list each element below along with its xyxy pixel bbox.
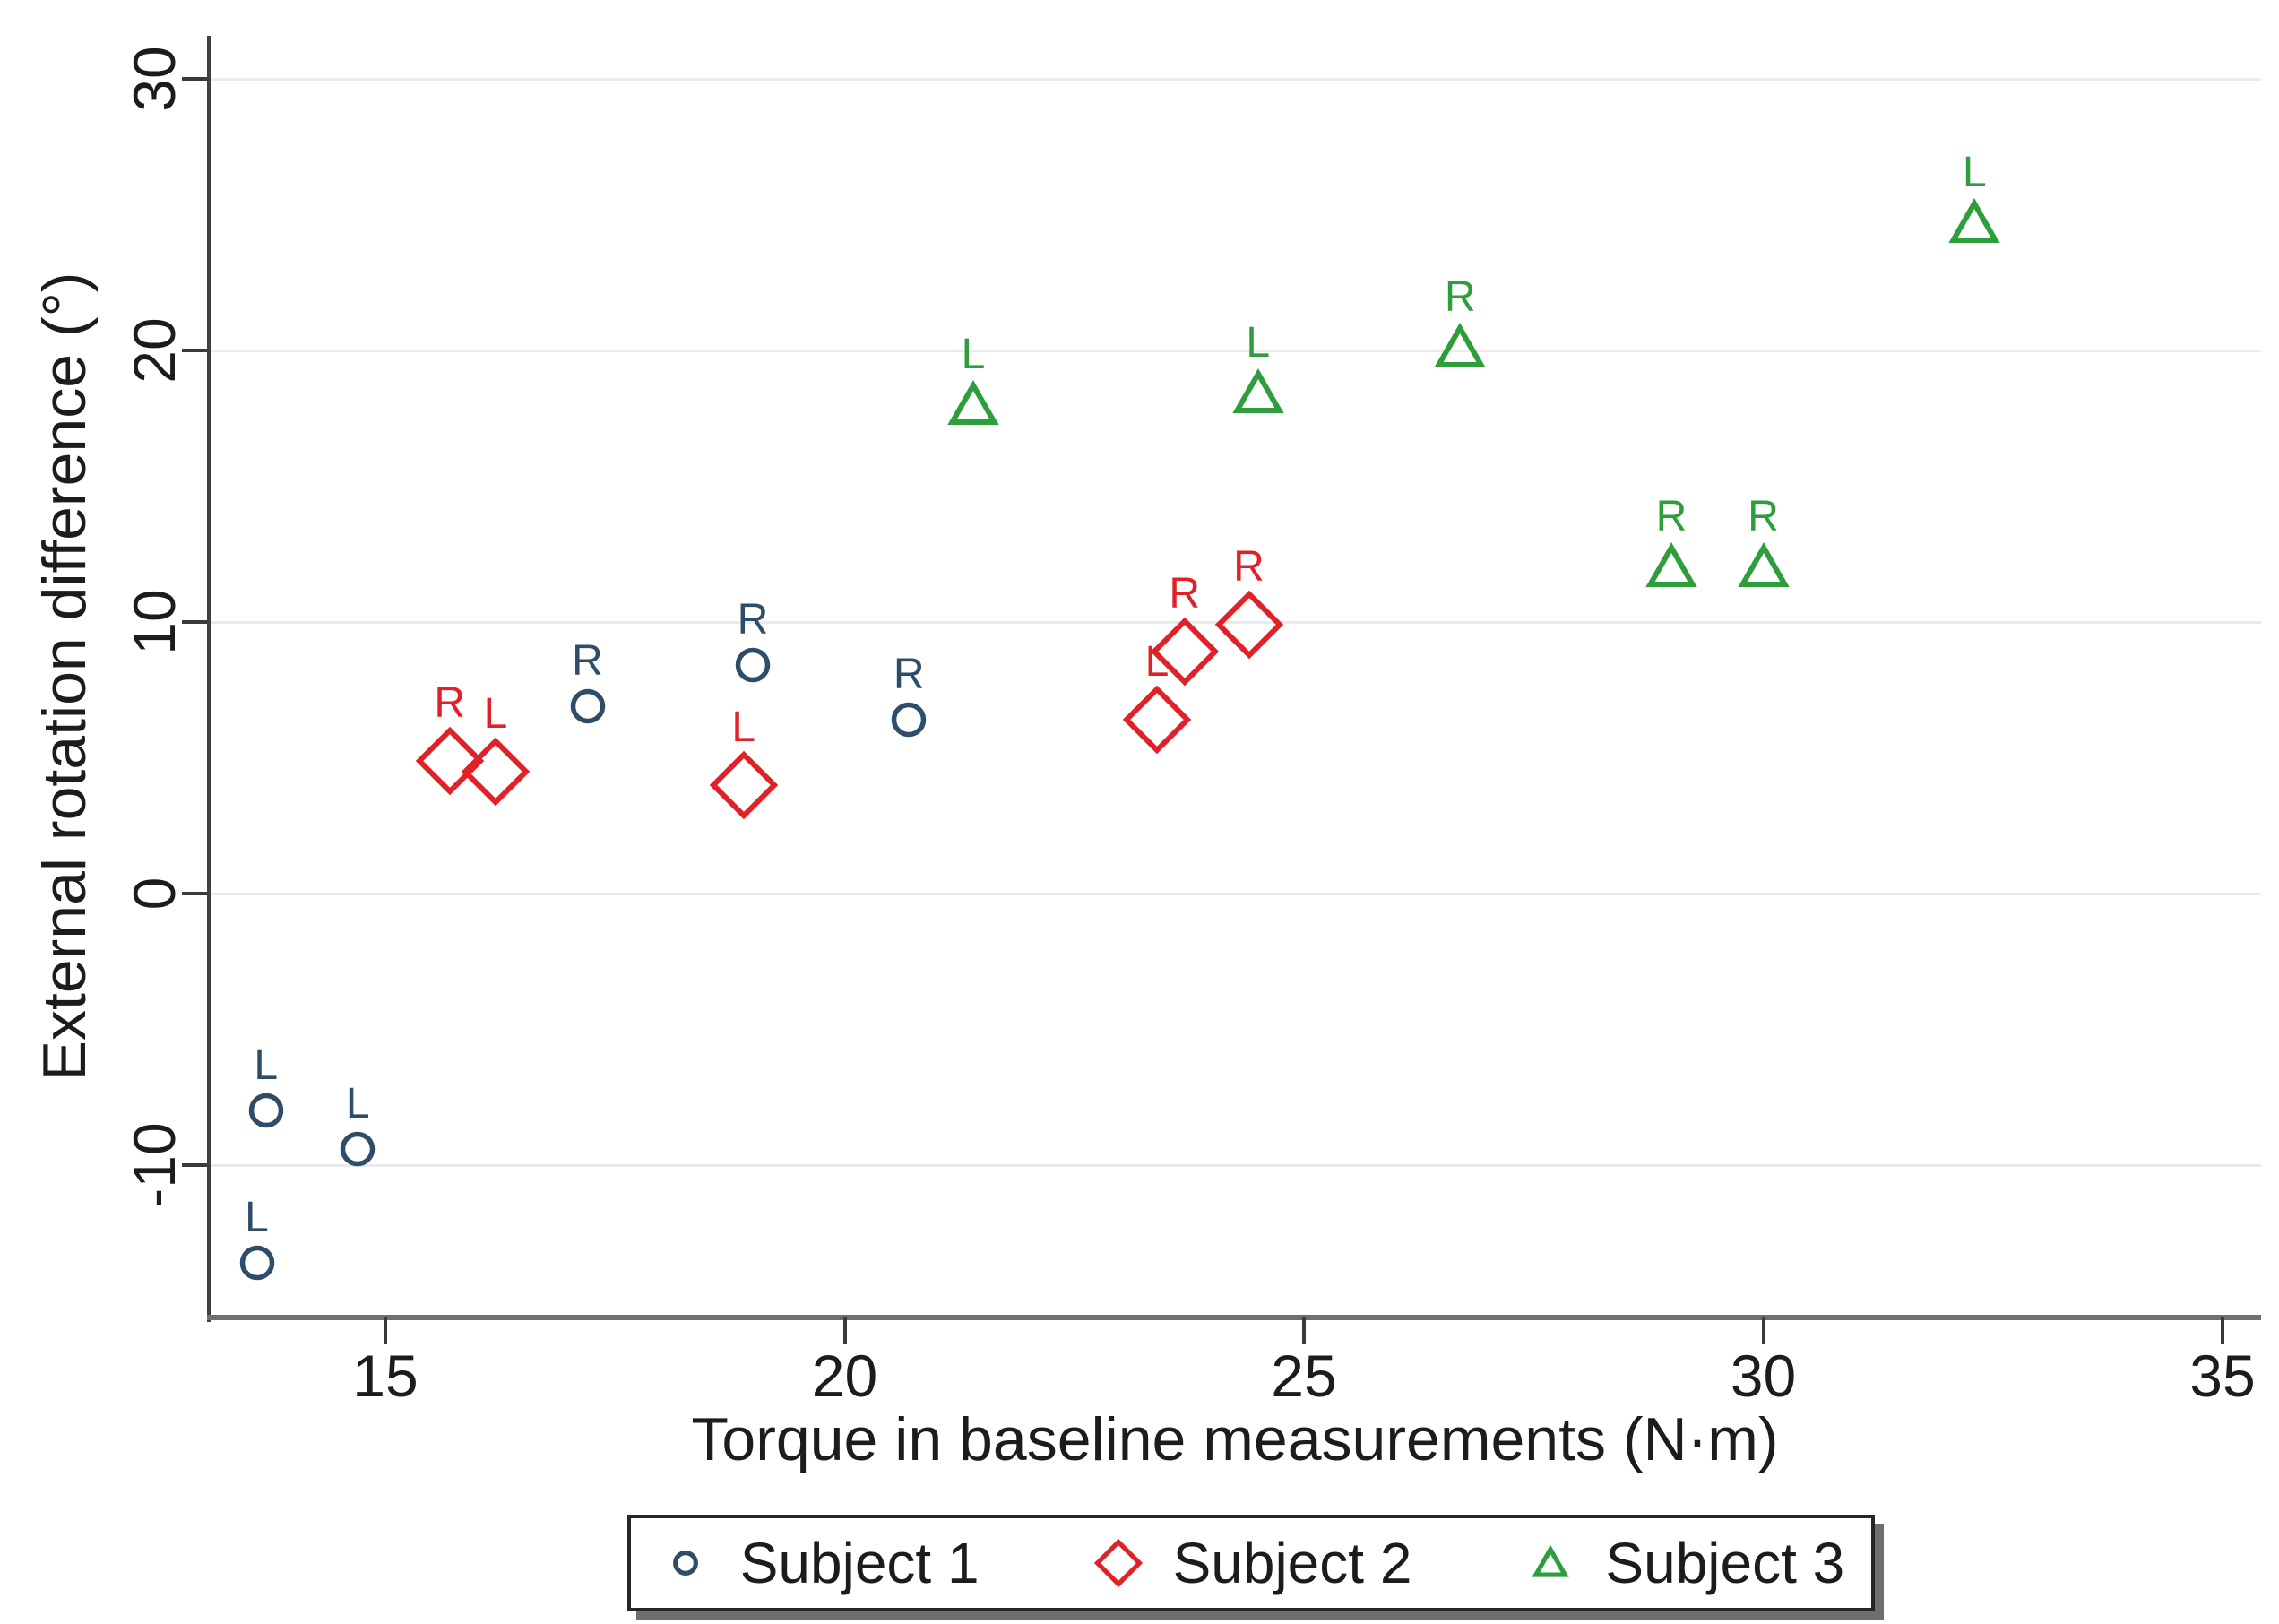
x-tick-label: 30 — [1730, 1343, 1797, 1409]
y-tick-label: 10 — [121, 589, 187, 655]
data-point-circle — [712, 625, 793, 705]
circle-marker-glyph — [672, 1551, 698, 1576]
data-point-triangle — [1631, 527, 1712, 608]
diamond-marker-glyph — [415, 726, 484, 795]
x-tick-label: 20 — [811, 1343, 878, 1409]
diamond-marker-glyph — [1122, 685, 1192, 755]
y-axis-title: External rotation difference (°) — [30, 272, 99, 1082]
triangle-marker-glyph — [1434, 322, 1486, 367]
y-axis-line — [207, 36, 211, 1322]
triangle-marker-glyph — [1532, 1544, 1570, 1577]
data-point-diamond — [1117, 679, 1197, 760]
diamond-marker-glyph — [1214, 590, 1283, 660]
data-point-side-label: L — [245, 1194, 269, 1242]
x-tick-mark — [1761, 1317, 1765, 1344]
y-tick-mark — [182, 349, 209, 352]
y-gridline — [209, 77, 2261, 81]
data-point-circle — [226, 1070, 306, 1151]
data-point-side-label: R — [1748, 493, 1779, 541]
y-tick-mark — [182, 1163, 209, 1167]
legend-item-subject-2: Subject 2 — [1091, 1531, 1412, 1595]
x-tick-mark — [842, 1317, 847, 1344]
data-point-side-label: R — [434, 678, 466, 727]
y-tick-label: -10 — [121, 1122, 187, 1208]
y-tick-mark — [182, 620, 209, 624]
data-point-side-label: R — [1233, 543, 1265, 592]
data-point-side-label: R — [572, 636, 603, 685]
data-point-triangle — [933, 365, 1014, 445]
legend-item-label: Subject 2 — [1172, 1531, 1412, 1595]
diamond-marker-glyph — [1093, 1538, 1143, 1588]
data-point-circle — [217, 1222, 298, 1303]
y-gridline — [209, 892, 2261, 895]
y-tick-label: 0 — [121, 877, 187, 911]
data-point-triangle — [1723, 527, 1804, 608]
y-tick-mark — [182, 77, 209, 81]
circle-marker-glyph — [248, 1093, 283, 1128]
y-tick-label: 30 — [121, 46, 187, 112]
data-point-side-label: L — [483, 689, 508, 738]
data-point-side-label: L — [1246, 319, 1271, 367]
data-point-side-label: L — [961, 330, 986, 378]
x-tick-mark — [2221, 1317, 2224, 1344]
circle-marker-glyph — [892, 702, 927, 738]
diamond-marker-glyph — [1150, 618, 1219, 687]
data-point-diamond — [455, 731, 536, 812]
x-tick-mark — [384, 1317, 387, 1344]
diamond-marker-glyph — [709, 750, 778, 820]
y-gridline — [209, 620, 2261, 624]
data-point-diamond — [410, 721, 490, 801]
data-point-side-label: R — [893, 651, 925, 699]
x-axis-title: Torque in baseline measurements (N·m) — [691, 1405, 1779, 1473]
x-tick-label: 15 — [352, 1343, 419, 1409]
data-point-diamond — [704, 745, 784, 825]
data-point-triangle — [1420, 307, 1500, 388]
triangle-marker-glyph — [1232, 368, 1284, 414]
data-point-side-label: L — [254, 1041, 279, 1090]
diamond-marker-glyph — [461, 737, 531, 806]
data-point-circle — [868, 679, 949, 760]
data-point-side-label: L — [731, 703, 756, 751]
data-point-triangle — [1218, 353, 1299, 434]
y-tick-label: 20 — [121, 317, 187, 384]
circle-marker-glyph — [239, 1245, 274, 1281]
circle-marker-glyph — [570, 688, 605, 724]
legend: Subject 1 Subject 2 Subject 3 — [627, 1515, 1875, 1611]
y-tick-mark — [182, 892, 209, 895]
y-gridline — [209, 349, 2261, 352]
data-point-side-label: R — [1169, 570, 1201, 618]
triangle-marker-glyph — [1645, 542, 1697, 588]
triangle-marker-glyph — [1948, 197, 2000, 243]
y-gridline — [209, 1163, 2261, 1167]
x-tick-label: 35 — [2189, 1343, 2256, 1409]
circle-marker-glyph — [341, 1131, 376, 1167]
legend-item-label: Subject 3 — [1605, 1531, 1845, 1595]
legend-item-subject-3: Subject 3 — [1523, 1534, 1844, 1592]
data-point-circle — [317, 1109, 398, 1189]
x-tick-mark — [1302, 1317, 1306, 1344]
triangle-marker-glyph — [1737, 542, 1790, 588]
triangle-marker-glyph — [947, 379, 999, 425]
legend-item-subject-1: Subject 1 — [658, 1534, 980, 1592]
data-point-side-label: L — [1962, 148, 1987, 196]
data-point-side-label: R — [1655, 493, 1688, 541]
legend-item-label: Subject 1 — [739, 1531, 980, 1595]
x-axis-line — [207, 1315, 2261, 1320]
data-point-triangle — [1934, 183, 2015, 263]
data-point-diamond — [1209, 584, 1290, 665]
data-point-circle — [548, 666, 628, 747]
data-point-diamond — [1144, 611, 1225, 692]
circle-marker-glyph — [735, 648, 771, 683]
x-tick-label: 25 — [1271, 1343, 1337, 1409]
data-point-side-label: R — [1444, 272, 1476, 321]
data-point-side-label: R — [737, 596, 769, 644]
data-point-side-label: L — [345, 1079, 370, 1127]
